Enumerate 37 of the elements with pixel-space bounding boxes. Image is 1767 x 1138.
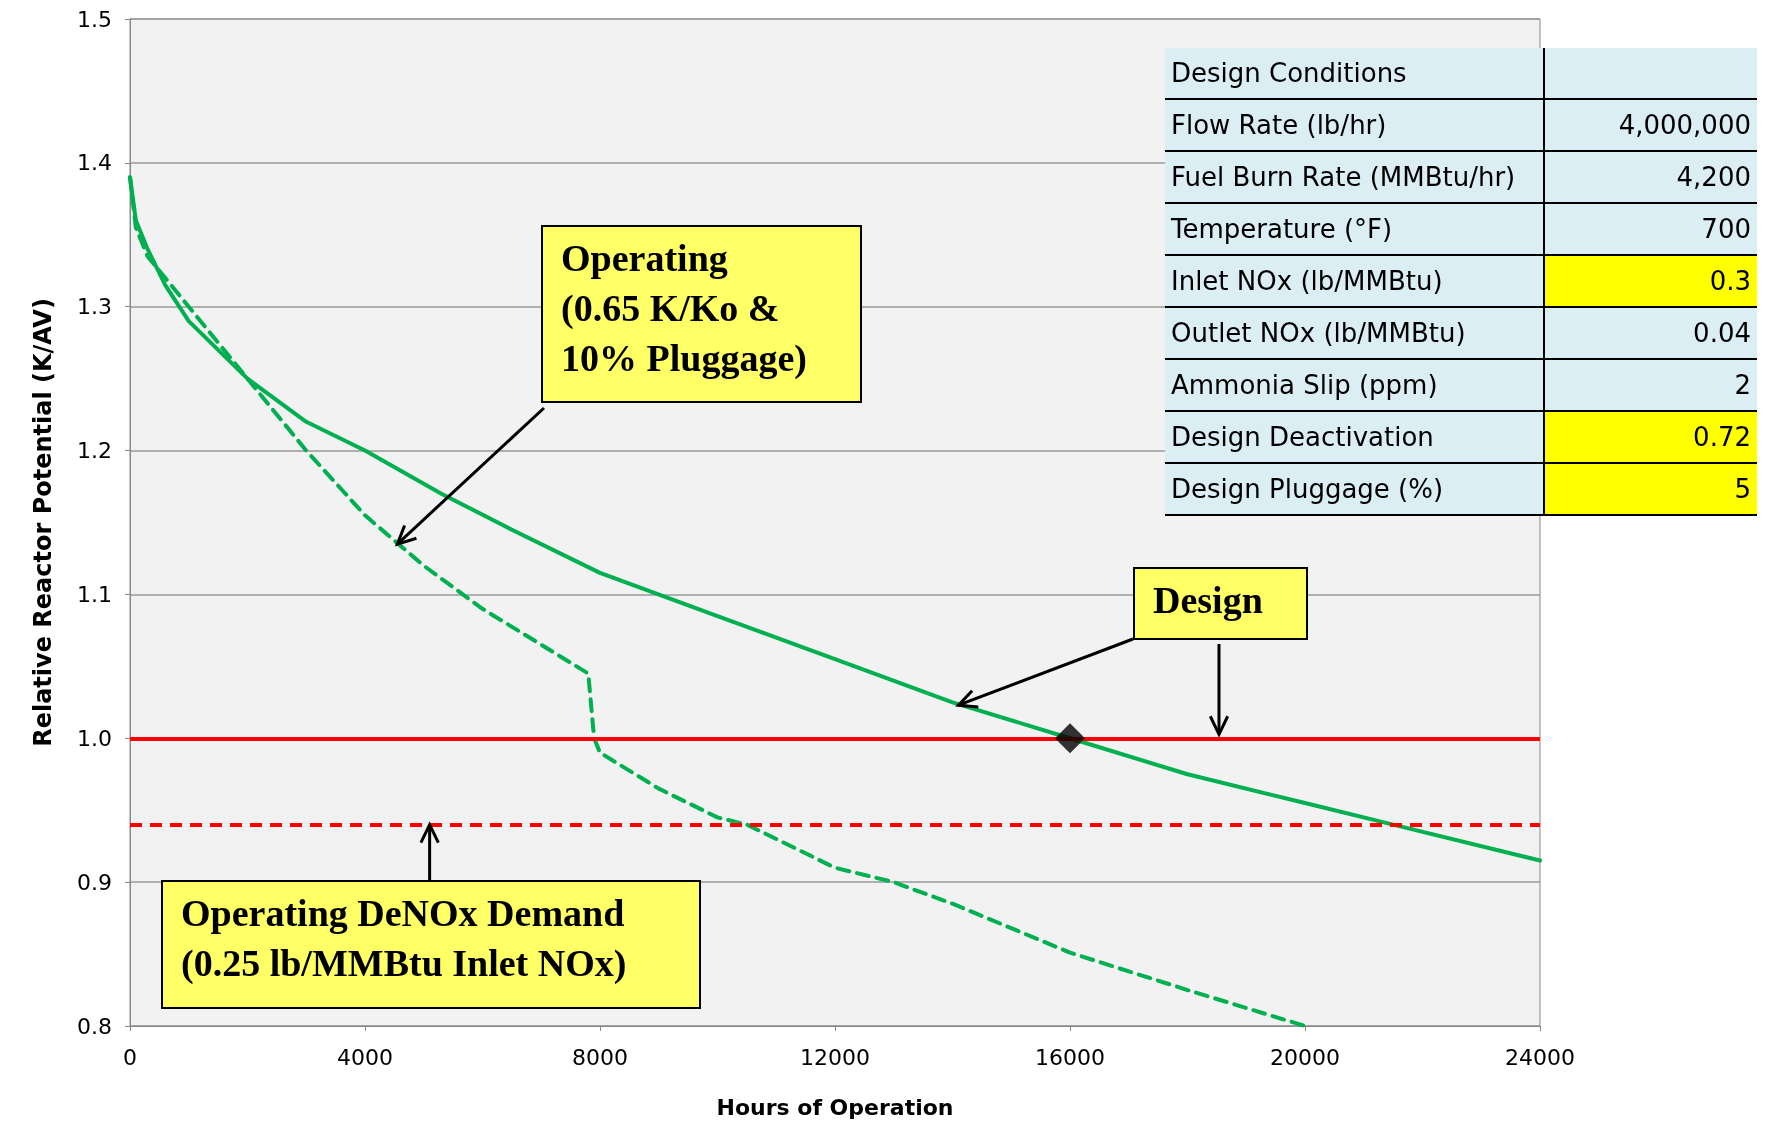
- x-tick-label: 8000: [572, 1044, 628, 1070]
- text: 700: [1701, 214, 1751, 244]
- annotation: Operating (0.65 K/Ko & 10% Pluggage): [541, 225, 862, 403]
- text: 4,200: [1676, 162, 1751, 192]
- annotation: Inlet NOx (lb/MMBtu): [1165, 255, 1544, 307]
- y-tick-label: 1.3: [77, 294, 112, 320]
- annotation: Flow Rate (lb/hr): [1165, 99, 1544, 151]
- y-tick-label: 1.0: [77, 725, 112, 751]
- y-axis-title: Relative Reactor Potential (K/AV): [29, 298, 57, 747]
- text: 0.04: [1693, 318, 1751, 348]
- annotation: Outlet NOx (lb/MMBtu): [1165, 307, 1544, 359]
- x-tick-label: 12000: [800, 1044, 870, 1070]
- annotation: Temperature (°F): [1165, 203, 1544, 255]
- x-axis-title: Hours of Operation: [716, 1094, 954, 1120]
- annotation: Ammonia Slip (ppm): [1165, 359, 1544, 411]
- annotation: Design Deactivation: [1165, 411, 1544, 463]
- text: 5: [1734, 474, 1751, 504]
- annotation: Fuel Burn Rate (MMBtu/hr): [1165, 151, 1544, 203]
- text: 2: [1734, 370, 1751, 400]
- y-tick-label: 1.5: [77, 6, 112, 32]
- x-tick-label: 16000: [1035, 1044, 1105, 1070]
- x-tick-label: 4000: [337, 1044, 393, 1070]
- y-tick-label: 0.9: [77, 869, 112, 895]
- x-tick-label: 0: [123, 1044, 137, 1070]
- annotation: Design Pluggage (%): [1165, 463, 1544, 515]
- text: 0.72: [1693, 422, 1751, 452]
- annotation: Design Conditions: [1165, 48, 1544, 99]
- annotation: Operating DeNOx Demand (0.25 lb/MMBtu Inlet NOx): [161, 880, 701, 1009]
- y-tick-label: 1.1: [77, 581, 112, 607]
- x-tick-label: 24000: [1505, 1044, 1575, 1070]
- x-tick-label: 20000: [1270, 1044, 1340, 1070]
- y-tick-label: 1.2: [77, 438, 112, 464]
- text: 0.3: [1709, 266, 1751, 296]
- text: 4,000,000: [1618, 110, 1751, 140]
- y-tick-label: 0.8: [77, 1013, 112, 1039]
- y-tick-label: 1.4: [77, 150, 112, 176]
- annotation: Design: [1133, 567, 1308, 640]
